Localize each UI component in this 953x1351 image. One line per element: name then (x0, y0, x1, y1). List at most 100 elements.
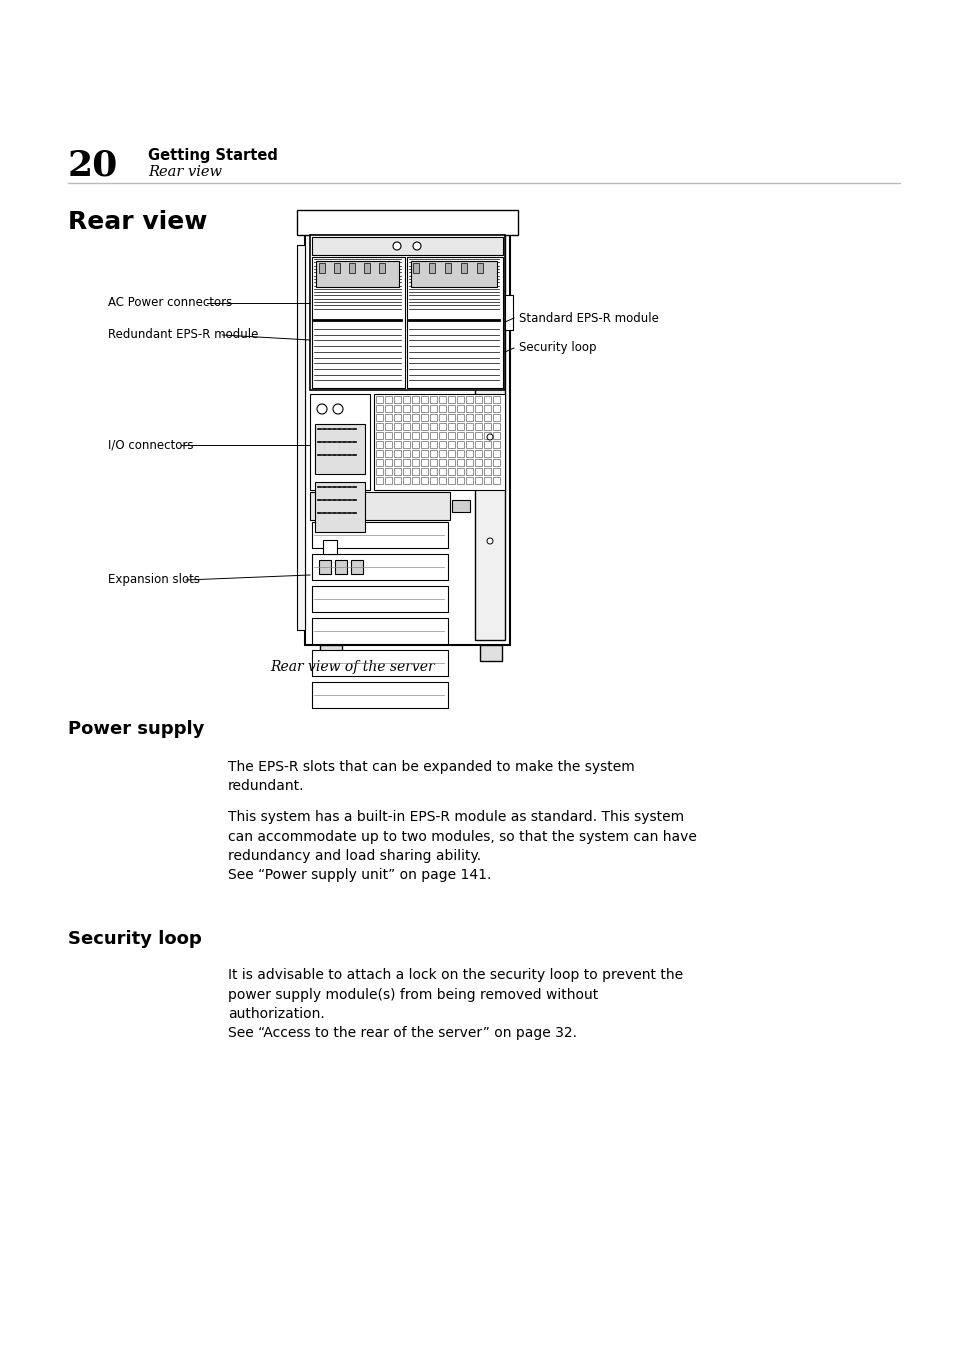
Bar (402, 423, 410, 430)
Bar (375, 405, 382, 412)
Bar (318, 263, 325, 273)
Bar (420, 432, 428, 439)
Bar (483, 396, 491, 403)
Circle shape (413, 242, 420, 250)
Bar (456, 432, 463, 439)
Bar (402, 459, 410, 466)
Bar (438, 432, 446, 439)
Bar (385, 459, 392, 466)
Text: Security loop: Security loop (68, 929, 201, 948)
Bar (475, 235, 504, 640)
Bar (394, 440, 400, 449)
Bar (460, 263, 467, 273)
Bar (420, 450, 428, 457)
Bar (479, 644, 501, 661)
Bar (296, 245, 305, 630)
Bar (493, 432, 499, 439)
Bar (394, 450, 400, 457)
Bar (483, 467, 491, 476)
Text: AC Power connectors: AC Power connectors (108, 296, 232, 309)
Bar (438, 413, 446, 422)
Bar (375, 432, 382, 439)
Bar (312, 521, 448, 549)
Bar (493, 477, 499, 484)
Bar (430, 450, 436, 457)
Bar (412, 459, 418, 466)
Bar (375, 467, 382, 476)
Bar (456, 405, 463, 412)
Bar (385, 450, 392, 457)
Bar (475, 450, 481, 457)
Bar (394, 396, 400, 403)
Bar (448, 450, 455, 457)
Bar (430, 459, 436, 466)
Bar (420, 440, 428, 449)
Bar (493, 450, 499, 457)
Bar (385, 396, 392, 403)
Bar (448, 423, 455, 430)
Bar (456, 413, 463, 422)
Bar (465, 423, 473, 430)
Bar (310, 235, 504, 390)
Bar (493, 413, 499, 422)
Bar (438, 405, 446, 412)
Bar (364, 263, 370, 273)
Bar (438, 467, 446, 476)
Bar (438, 423, 446, 430)
Bar (465, 477, 473, 484)
Bar (305, 230, 510, 644)
Bar (475, 413, 481, 422)
Bar (375, 423, 382, 430)
Bar (312, 554, 448, 580)
Bar (430, 396, 436, 403)
Bar (475, 459, 481, 466)
Text: Power supply: Power supply (68, 720, 204, 738)
Bar (402, 440, 410, 449)
Bar (375, 450, 382, 457)
Bar (448, 396, 455, 403)
Bar (438, 450, 446, 457)
Bar (402, 413, 410, 422)
Bar (394, 413, 400, 422)
Bar (310, 394, 370, 490)
Bar (493, 405, 499, 412)
Bar (412, 396, 418, 403)
Bar (456, 467, 463, 476)
Bar (430, 440, 436, 449)
Bar (475, 440, 481, 449)
Bar (314, 482, 365, 532)
Bar (312, 617, 448, 644)
Bar (319, 644, 341, 661)
Bar (312, 257, 405, 388)
Bar (456, 459, 463, 466)
Bar (465, 450, 473, 457)
Bar (493, 396, 499, 403)
Bar (420, 459, 428, 466)
Bar (430, 405, 436, 412)
Bar (438, 440, 446, 449)
Bar (420, 477, 428, 484)
Bar (412, 450, 418, 457)
Bar (465, 413, 473, 422)
Bar (420, 405, 428, 412)
Bar (412, 477, 418, 484)
Bar (483, 423, 491, 430)
Bar (412, 405, 418, 412)
Bar (493, 467, 499, 476)
Bar (456, 423, 463, 430)
Bar (394, 423, 400, 430)
Bar (483, 413, 491, 422)
Bar (374, 394, 504, 490)
Bar (448, 467, 455, 476)
Bar (315, 261, 398, 286)
Bar (375, 440, 382, 449)
Circle shape (393, 242, 400, 250)
Bar (420, 423, 428, 430)
Bar (385, 413, 392, 422)
Bar (296, 209, 517, 235)
Bar (475, 432, 481, 439)
Text: Redundant EPS-R module: Redundant EPS-R module (108, 328, 258, 342)
Text: Getting Started: Getting Started (148, 149, 277, 163)
Bar (402, 467, 410, 476)
Bar (394, 405, 400, 412)
